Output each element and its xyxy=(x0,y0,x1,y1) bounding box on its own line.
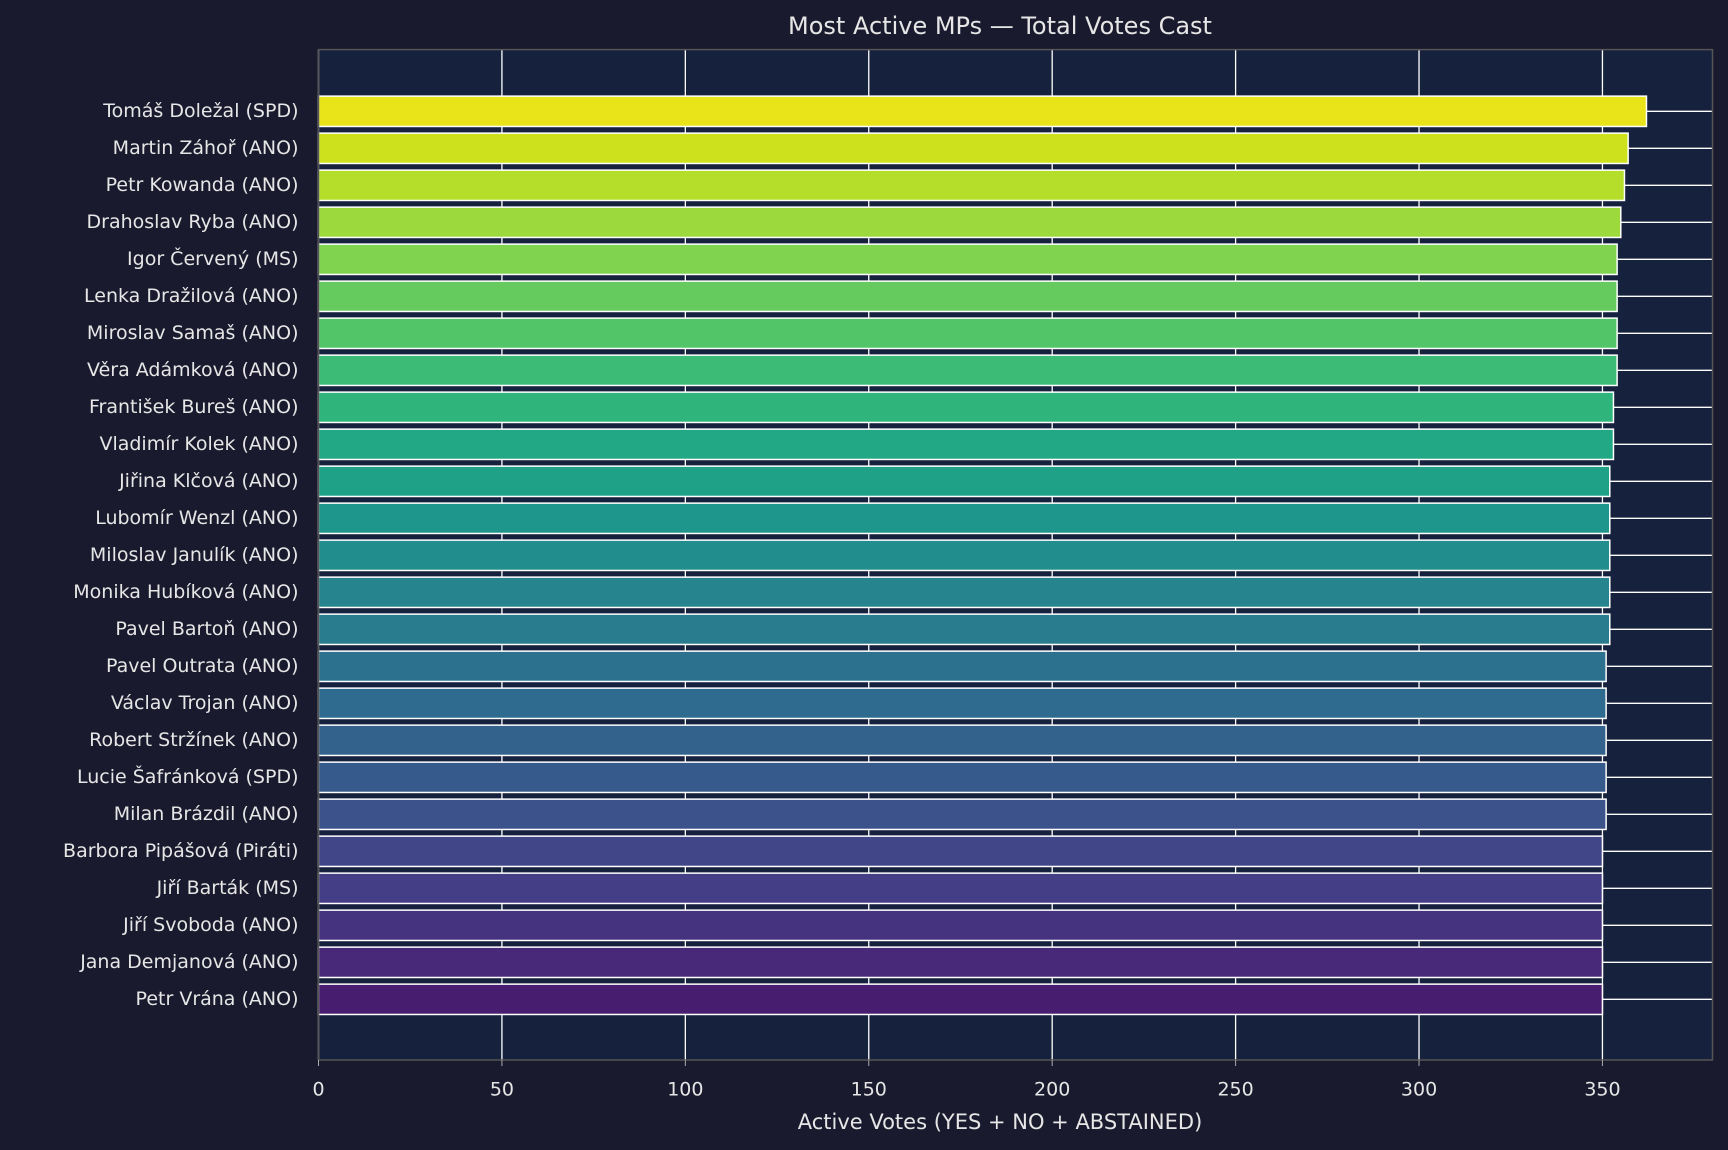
y-tick-label: Miroslav Samaš (ANO) xyxy=(87,322,299,344)
x-tick-label: 150 xyxy=(851,1079,887,1101)
bar xyxy=(317,169,1626,202)
y-tick-label: Lubomír Wenzl (ANO) xyxy=(95,507,298,529)
bar xyxy=(317,761,1607,794)
x-tick-label: 250 xyxy=(1217,1079,1253,1101)
bar xyxy=(317,798,1607,831)
y-tick-label: Drahoslav Ryba (ANO) xyxy=(87,211,299,233)
y-tick-label: Martin Záhoř (ANO) xyxy=(113,137,299,159)
y-tick-label: Pavel Outrata (ANO) xyxy=(106,655,299,677)
bar xyxy=(317,206,1622,239)
bar xyxy=(317,946,1604,979)
y-tick-label: Tomáš Doležal (SPD) xyxy=(102,100,298,122)
bar xyxy=(317,983,1604,1016)
bar xyxy=(317,835,1604,868)
bar xyxy=(317,613,1611,646)
y-tick-label: Jiřina Klčová (ANO) xyxy=(118,470,298,492)
bar xyxy=(317,687,1607,720)
bar xyxy=(317,502,1611,535)
bar xyxy=(317,465,1611,498)
y-tick-label: Igor Červený (MS) xyxy=(127,246,298,270)
bar xyxy=(317,317,1618,350)
bar xyxy=(317,539,1611,572)
x-tick-label: 300 xyxy=(1401,1079,1437,1101)
y-tick-label: Pavel Bartoň (ANO) xyxy=(115,618,298,640)
y-tick-label: Monika Hubíková (ANO) xyxy=(73,581,298,603)
bar xyxy=(317,132,1629,165)
bar xyxy=(317,243,1618,276)
y-tick-label: Lenka Dražilová (ANO) xyxy=(84,285,299,307)
y-tick-label: František Bureš (ANO) xyxy=(89,396,299,418)
y-tick-label: Petr Vrána (ANO) xyxy=(136,988,299,1010)
bars xyxy=(317,95,1648,1016)
bar xyxy=(317,872,1604,905)
y-tick-label: Barbora Pipášová (Piráti) xyxy=(63,840,298,862)
plot-frame xyxy=(317,48,1714,1061)
x-tick-label: 350 xyxy=(1584,1079,1620,1101)
bar xyxy=(317,280,1618,313)
bar xyxy=(317,909,1604,942)
bar xyxy=(317,428,1615,461)
bar xyxy=(317,391,1615,424)
y-tick-label: Vladimír Kolek (ANO) xyxy=(99,433,298,455)
y-tick-label: Václav Trojan (ANO) xyxy=(111,692,299,714)
y-tick-label: Robert Stržínek (ANO) xyxy=(89,729,298,751)
y-tick-label: Miloslav Janulík (ANO) xyxy=(90,544,299,566)
bar xyxy=(317,576,1611,609)
x-axis-label: Active Votes (YES + NO + ABSTAINED) xyxy=(798,1110,1203,1134)
y-tick-label: Jiří Barták (MS) xyxy=(156,877,299,899)
bar xyxy=(317,354,1618,387)
y-tick-label: Věra Adámková (ANO) xyxy=(87,359,298,381)
y-tick-label: Jiří Svoboda (ANO) xyxy=(122,914,298,936)
y-tick-label: Milan Brázdil (ANO) xyxy=(114,803,299,825)
bar xyxy=(317,95,1648,128)
chart-title: Most Active MPs — Total Votes Cast xyxy=(788,12,1212,40)
bar xyxy=(317,650,1607,683)
x-tick-label: 200 xyxy=(1034,1079,1070,1101)
bar xyxy=(317,724,1607,757)
x-tick-label: 50 xyxy=(490,1079,514,1101)
y-tick-label: Jana Demjanová (ANO) xyxy=(79,951,298,973)
x-tick-label: 0 xyxy=(312,1079,324,1101)
y-tick-label: Petr Kowanda (ANO) xyxy=(106,174,299,196)
x-tick-label: 100 xyxy=(667,1079,703,1101)
y-tick-label: Lucie Šafránková (SPD) xyxy=(77,764,299,788)
